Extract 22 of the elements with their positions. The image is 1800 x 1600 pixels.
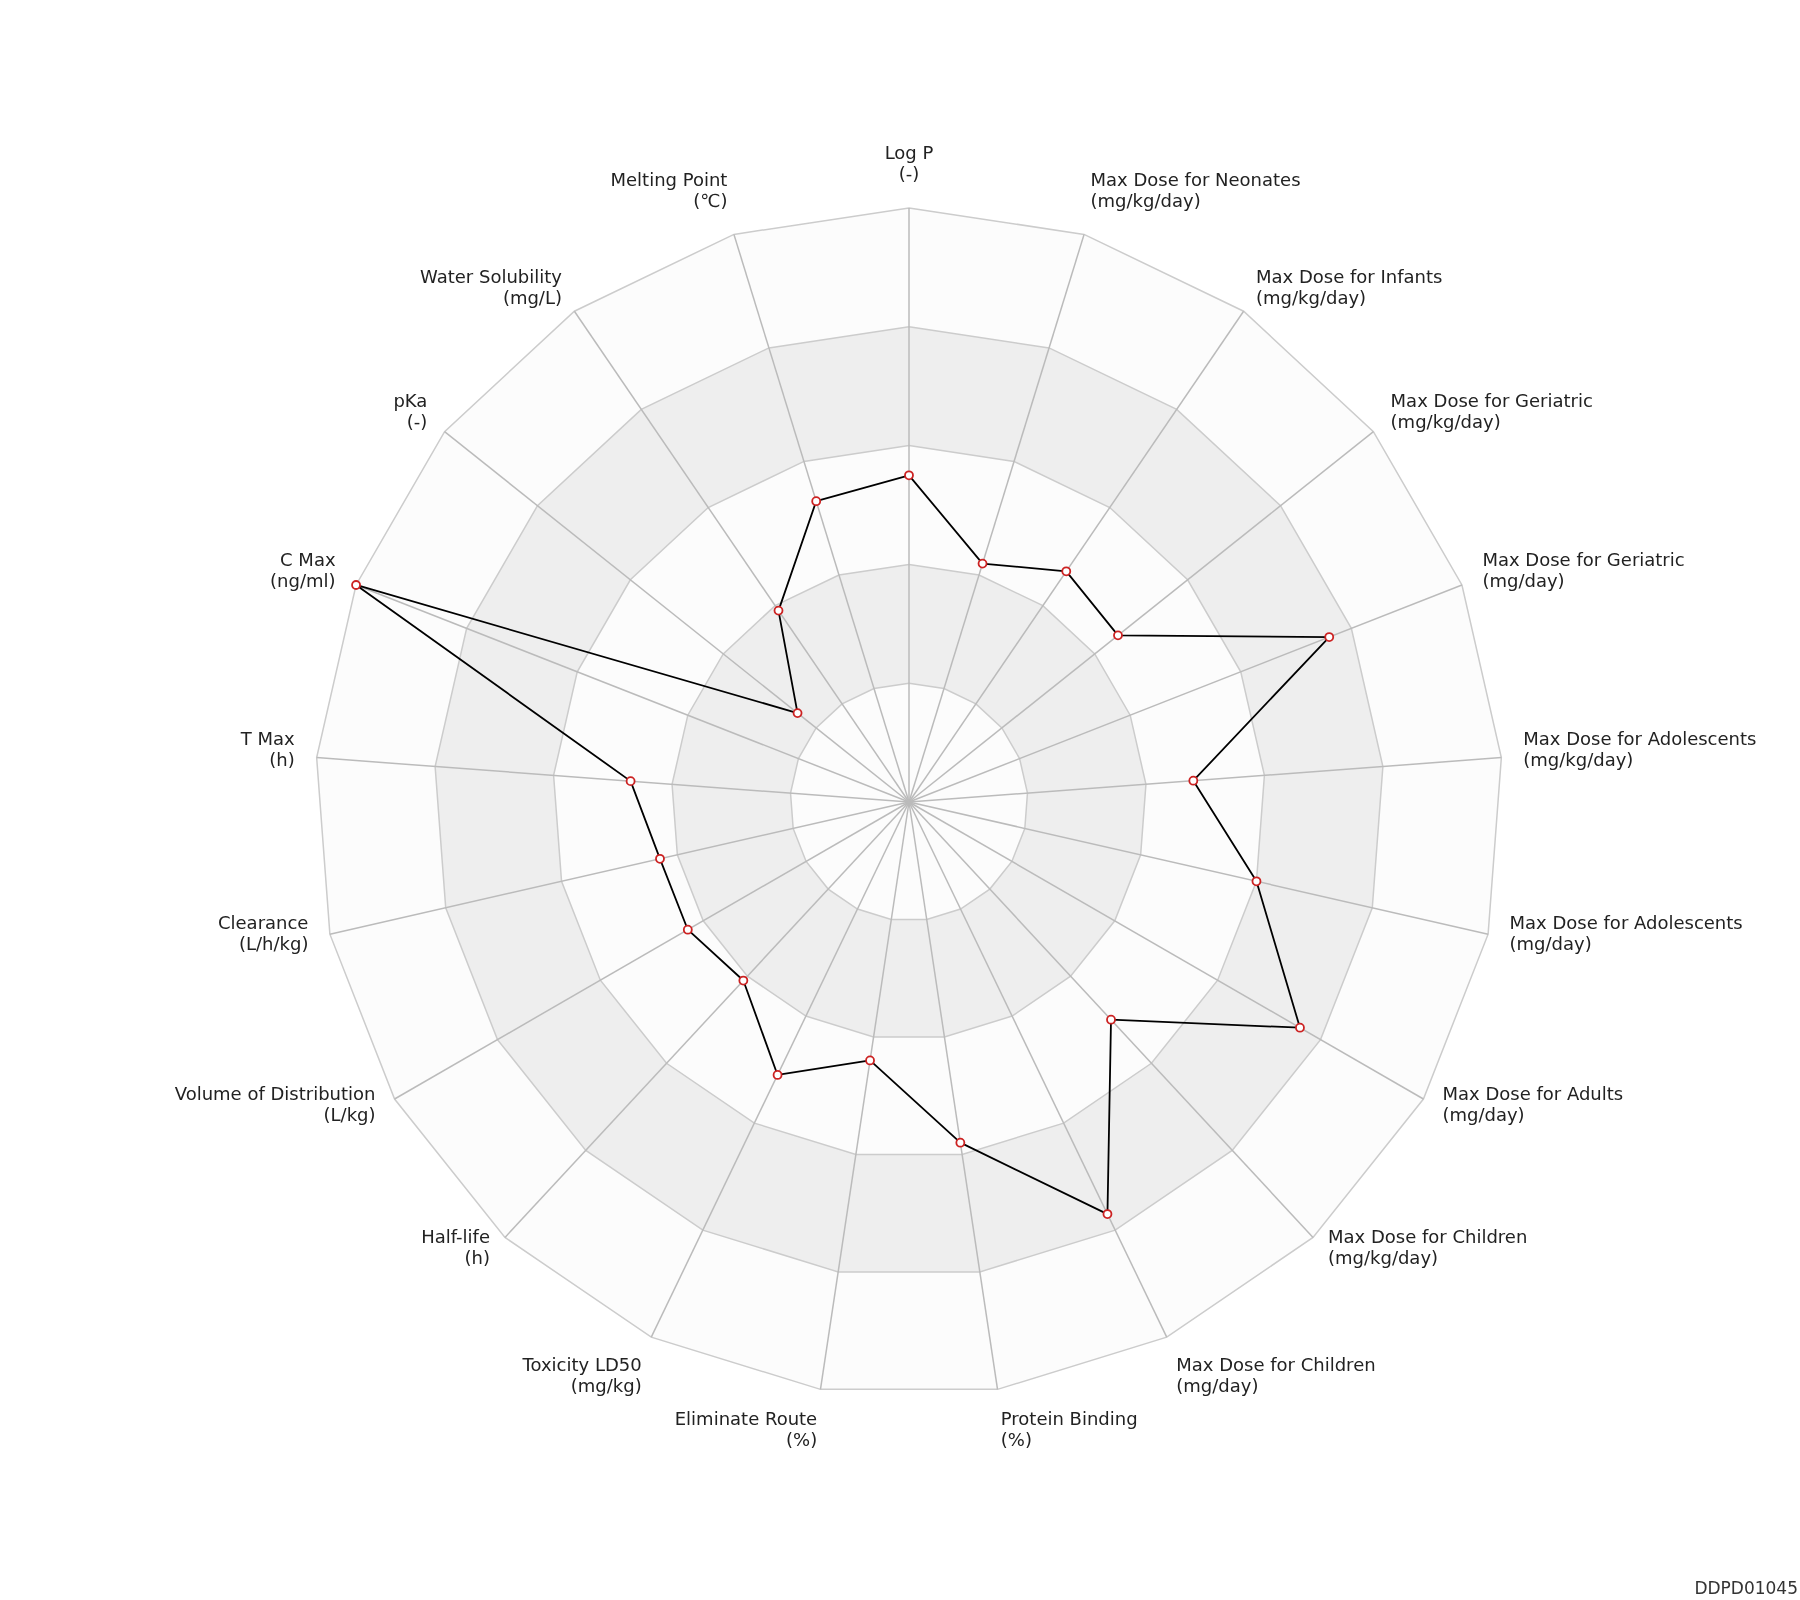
spoke-label: Max Dose for Children (mg/kg/day): [1327, 1226, 1528, 1269]
spoke-label: Max Dose for Infants (mg/kg/day): [1256, 265, 1443, 308]
spoke-label: Max Dose for Adolescents (mg/day): [1509, 911, 1743, 954]
spoke-label: Max Dose for Geriatric (mg/kg/day): [1390, 390, 1593, 433]
spoke-label: Half-life (h): [421, 1226, 491, 1269]
spoke-label: Max Dose for Neonates (mg/kg/day): [1090, 169, 1301, 212]
text: DDPD01045: [1694, 1578, 1798, 1598]
spoke-label: Max Dose for Children (mg/day): [1176, 1354, 1376, 1396]
spoke-label: C Max (ng/ml): [270, 549, 336, 592]
spoke-label: pKa (-): [393, 390, 428, 433]
spoke-label: Max Dose for Adolescents (mg/kg/day): [1523, 728, 1757, 771]
spoke-label: Melting Point (℃): [610, 169, 728, 212]
spoke-label: Log P (-): [884, 142, 934, 184]
spoke-label: Water Solubility (mg/L): [420, 265, 563, 308]
spoke-label: Toxicity LD50 (mg/kg): [521, 1354, 642, 1396]
spoke-label: Eliminate Route (%): [674, 1408, 818, 1451]
spoke-label: Volume of Distribution (L/kg): [174, 1082, 376, 1125]
spoke-label: Max Dose for Adults (mg/day): [1442, 1082, 1624, 1125]
spoke-label: Max Dose for Geriatric (mg/day): [1482, 549, 1685, 592]
spoke-label: Clearance (L/h/kg): [217, 911, 309, 954]
spoke-label: Protein Binding (%): [1000, 1408, 1138, 1451]
spoke-label: T Max (h): [239, 728, 296, 771]
